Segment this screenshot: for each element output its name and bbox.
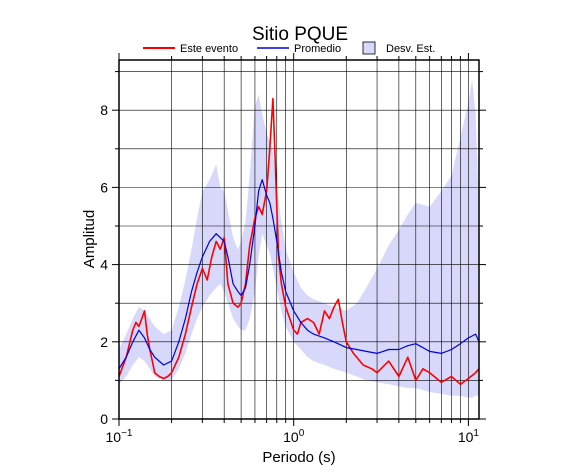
legend-label-std: Desv. Est.: [386, 43, 435, 55]
plot-frame: [118, 59, 480, 420]
series-layer: [119, 97, 479, 386]
y-axis-label: Amplitud: [81, 210, 98, 268]
legend-swatch-std: [362, 41, 376, 55]
legend: Este evento Promedio Desv. Est.: [143, 41, 435, 55]
y-tick-label: 6: [100, 179, 108, 195]
legend-label-mean: Promedio: [294, 43, 341, 55]
y-tick-label: 8: [100, 102, 108, 118]
y-tick-label: 2: [100, 334, 108, 350]
x-tick-label: 10−1: [106, 428, 133, 445]
x-tick-label: 101: [458, 428, 480, 445]
series-line-event: [119, 97, 479, 386]
y-tick-label: 4: [100, 257, 108, 273]
chart-title: Sitio PQUE: [252, 24, 348, 45]
std-band-layer: [119, 79, 479, 398]
legend-label-event: Este evento: [180, 43, 238, 55]
x-axis-label: Periodo (s): [262, 449, 335, 466]
x-tick-label: 100: [283, 428, 305, 445]
y-tick-label: 0: [100, 411, 108, 427]
series-line-mean: [119, 179, 479, 370]
std-band: [119, 79, 479, 398]
